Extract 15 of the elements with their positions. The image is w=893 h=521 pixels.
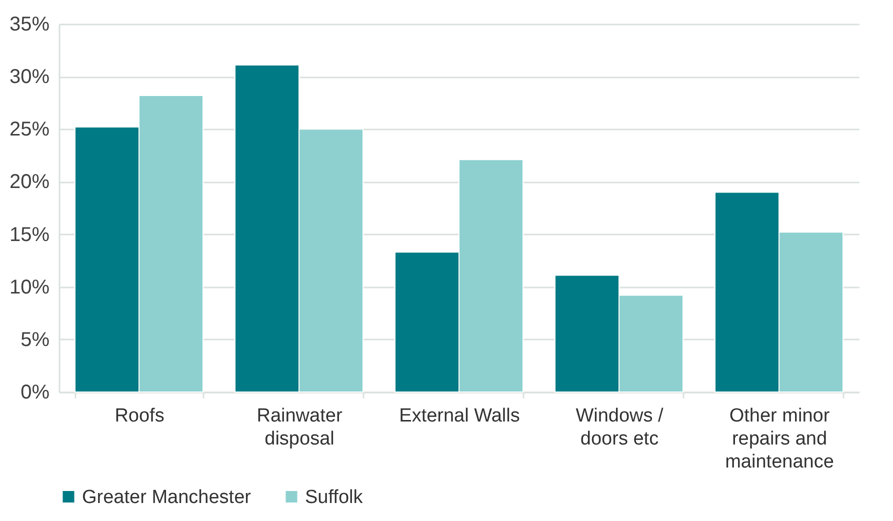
x-tick-label: Roofs [114,406,164,426]
y-tick-label: 0% [20,382,50,404]
y-tick-label: 35% [9,14,50,36]
x-tick-label: External Walls [399,406,520,426]
x-tick-label: Windows / doors etc [576,406,664,450]
y-tick-label: 20% [9,171,50,194]
legend-label: Suffolk [305,486,364,508]
y-tick-label: 10% [9,276,50,298]
y-tick-label: 15% [9,224,50,246]
legend-label: Greater Manchester [82,486,252,508]
y-tick-label: 30% [9,66,50,88]
x-tick-label: Rainwater disposal [256,406,343,450]
x-tick-label: Other minor repairs and maintenance [725,406,834,472]
y-tick-label: 5% [20,328,50,351]
y-tick-label: 25% [9,118,50,141]
